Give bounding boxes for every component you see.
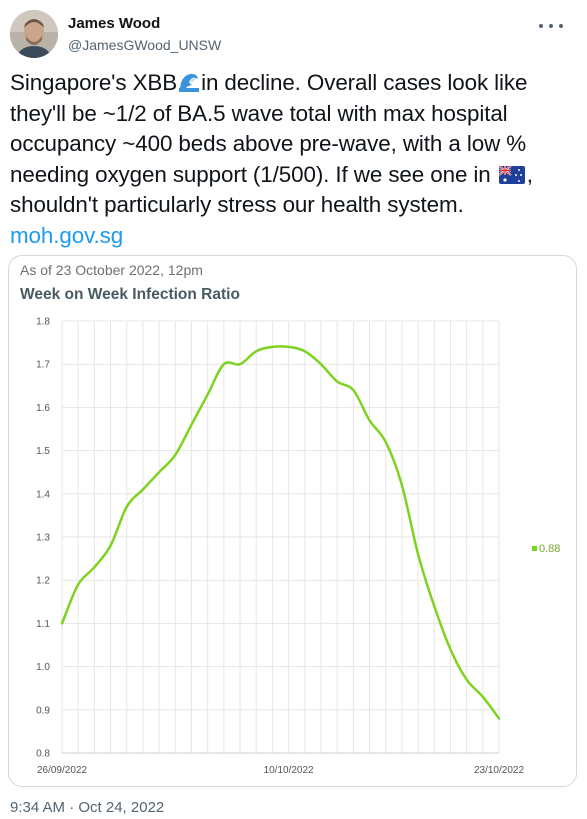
x-tick-label: 23/10/2022 [474, 765, 524, 776]
y-tick-label: 1.1 [36, 619, 50, 630]
chart-legend: 0.88 [532, 543, 560, 555]
chart-title: Week on Week Infection Ratio [20, 286, 240, 303]
legend-label: 0.88 [539, 543, 561, 555]
y-tick-label: 0.8 [36, 749, 50, 760]
series-line [60, 345, 501, 720]
chart-as-of-date: As of 23 October 2022, 12pm [20, 262, 203, 278]
y-tick-label: 1.0 [36, 662, 50, 673]
legend-swatch [532, 546, 537, 551]
y-tick-label: 1.4 [36, 489, 50, 500]
x-tick-label: 26/09/2022 [37, 765, 87, 776]
y-tick-label: 1.7 [36, 360, 50, 371]
x-tick-label: 10/10/2022 [264, 765, 314, 776]
tweet-timestamp[interactable]: 9:34 AM · Oct 24, 2022 [10, 799, 165, 816]
tweet-link[interactable]: moh.gov.sg [10, 222, 124, 248]
y-tick-label: 1.2 [36, 576, 50, 587]
chart-card[interactable]: 0.8 0.9 1.0 1.1 1.2 1.3 1.4 1.5 1.6 1.7 1.8 26/09/2… [8, 255, 577, 787]
author-name[interactable]: James Wood [68, 15, 161, 32]
tweet-text-part: Singapore's XBB [10, 70, 178, 95]
y-tick-label: 0.9 [36, 705, 50, 716]
y-tick-label: 1.3 [36, 533, 50, 544]
avatar[interactable] [10, 10, 58, 58]
more-options-icon[interactable] [537, 16, 565, 36]
y-tick-label: 1.8 [36, 317, 50, 328]
tweet-header: James Wood @JamesGWood_UNSW [10, 8, 577, 60]
y-tick-label: 1.6 [36, 403, 50, 414]
water-wave-emoji-icon [178, 71, 200, 93]
y-tick-label: 1.5 [36, 446, 50, 457]
tweet-text-part: , shouldn't particularly stress our heal… [10, 161, 533, 218]
author-handle[interactable]: @JamesGWood_UNSW [68, 37, 222, 53]
tweet-text-part: in decline. Overall cases look like they… [10, 70, 528, 187]
australia-flag-emoji-icon [498, 163, 525, 184]
tweet-text: Singapore's XBB in decline. Overall cases… [10, 68, 575, 251]
line-chart: 0.8 0.9 1.0 1.1 1.2 1.3 1.4 1.5 1.6 1.7 1.8 26/09/2… [36, 317, 524, 777]
